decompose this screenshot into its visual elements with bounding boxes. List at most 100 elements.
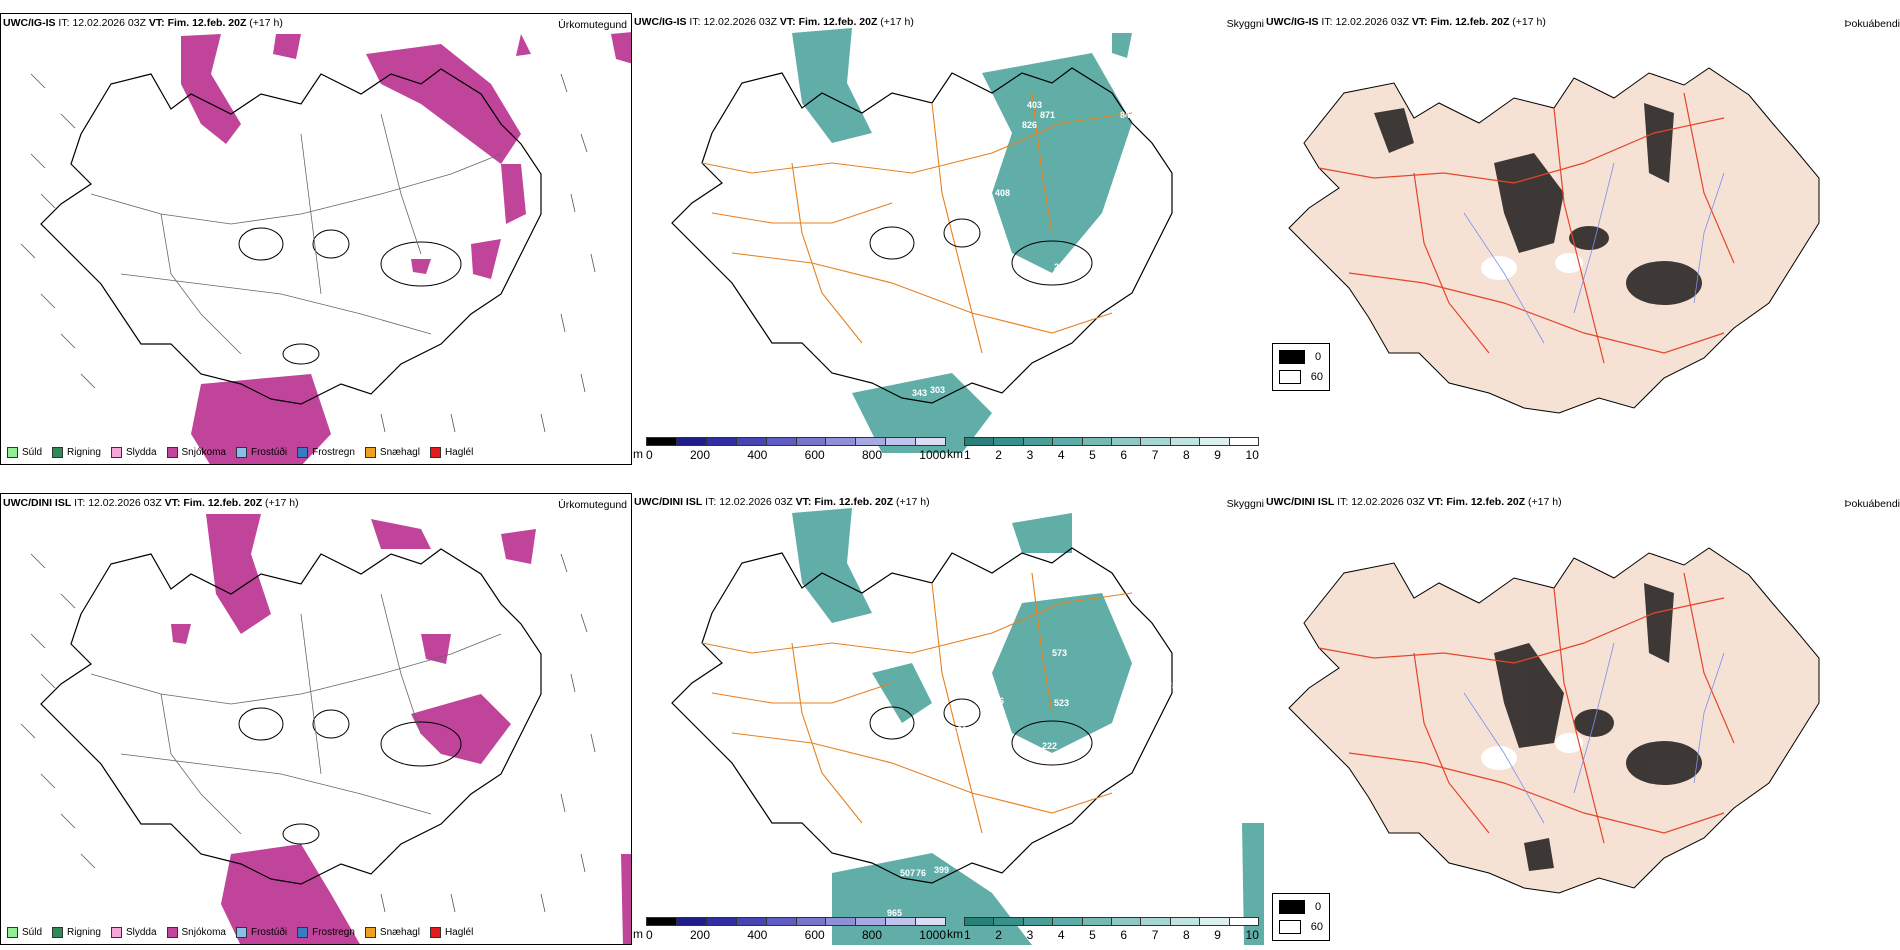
legend-swatch [110, 447, 122, 458]
fog-legend-row: 60 [1279, 920, 1323, 934]
elevation-label: 478 [1162, 681, 1178, 691]
panel-title: Þokuábendi [1844, 498, 1900, 510]
legend-label: Súld [22, 927, 43, 938]
colorbar-cell [1170, 438, 1201, 445]
tick-label: 600 [804, 928, 825, 942]
fog-legend-row: 0 [1279, 350, 1323, 364]
legend-item: Súld [7, 447, 42, 458]
colorbar-cell [766, 438, 797, 445]
elevation-label: 191 [952, 725, 968, 735]
elevation-label: 222 [1042, 741, 1058, 751]
elevation-label: 871 [1040, 110, 1056, 120]
wind-barbs [20, 73, 596, 433]
fog-panel-bottom: UWC/DINI ISL IT: 12.02.2026 03Z VT: Fim.… [1264, 493, 1900, 945]
visibility-colorbar: km 1 2 3 4 5 6 7 8 9 10 [947, 917, 1259, 942]
colorbar-cell [1053, 918, 1083, 925]
fog-index-dark [1494, 583, 1702, 871]
valid-time: Fim. 12.feb. 20Z [1430, 16, 1510, 28]
valid-time: Fim. 12.feb. 20Z [1446, 496, 1526, 508]
visibility-swatches [964, 437, 1259, 446]
panel-header: UWC/DINI ISL IT: 12.02.2026 03Z VT: Fim.… [634, 496, 930, 508]
colorbar-cell [886, 918, 917, 925]
visibility-ticks: 1 2 3 4 5 6 7 8 9 10 [964, 448, 1259, 462]
legend-item: Frostúði [235, 447, 287, 458]
legend-item: Snjókoma [166, 927, 226, 938]
snow-areas [181, 32, 631, 464]
legend-label: Frostregn [312, 927, 355, 938]
panel-title: Þokuábendi [1844, 18, 1900, 30]
colorbar-cell [1112, 918, 1142, 925]
run-time: 12.02.2026 03Z [72, 17, 146, 29]
colorbar-cell [766, 918, 797, 925]
visibility-unit: km [947, 927, 963, 941]
legend-swatch [235, 447, 247, 458]
panel-title: Úrkomutegund [558, 499, 627, 511]
fog-legend: 0 60 [1272, 893, 1330, 941]
run-time: 12.02.2026 03Z [703, 16, 777, 28]
colorbar-cell [994, 918, 1024, 925]
wind-barbs [20, 553, 596, 913]
model-name: UWC/IG-IS [3, 17, 56, 29]
colorbar-cell [1023, 438, 1054, 445]
legend-label: Frostúði [250, 927, 288, 938]
tick-label: 600 [804, 448, 825, 462]
tick-label: 1 [964, 928, 971, 942]
fog-legend-label: 0 [1315, 351, 1322, 363]
colorbar-cell [736, 438, 767, 445]
run-time: 12.02.2026 03Z [88, 497, 162, 509]
elevation-label: 501 [1137, 145, 1153, 155]
visibility-unit: km [947, 447, 963, 461]
tick-label: 800 [861, 928, 882, 942]
legend-item: Slydda [110, 927, 157, 938]
colorbar-cell [1053, 438, 1083, 445]
legend-label: Snæhagl [379, 447, 420, 458]
colorbar-cell [826, 438, 857, 445]
legend-item: Rigning [52, 927, 101, 938]
legend-swatch [364, 447, 376, 458]
fog-legend-row: 0 [1279, 900, 1323, 914]
tick-label: 7 [1151, 448, 1159, 462]
legend-label: Frostregn [312, 447, 355, 458]
low-visibility-areas [792, 28, 1132, 453]
tick-label: 5 [1089, 928, 1096, 942]
fog-legend-label: 0 [1315, 901, 1322, 913]
legend-item: Slydda [110, 447, 157, 458]
model-name: UWC/DINI ISL [634, 496, 703, 508]
tick-label: 6 [1120, 928, 1128, 942]
colorbar-cell [706, 438, 737, 445]
legend-label: Slydda [125, 447, 157, 458]
legend-label: Snæhagl [379, 927, 420, 938]
colorbar-cell [856, 918, 887, 925]
valid-label: VT: [779, 16, 796, 28]
glaciers [869, 698, 1093, 766]
elevation-label: 523 [1054, 698, 1070, 708]
run-label: IT: [689, 16, 701, 28]
legend-label: Rigning [67, 447, 101, 458]
model-name: UWC/DINI ISL [1266, 496, 1335, 508]
colorbar-cell [916, 918, 946, 925]
glaciers [1481, 253, 1583, 280]
precip-type-panel-bottom: UWC/DINI ISL IT: 12.02.2026 03Z VT: Fim.… [0, 493, 632, 945]
colorbar-cell [1141, 438, 1171, 445]
precip-legend: Súld Rigning Slydda Snjókoma Frostúði Fr… [7, 927, 473, 938]
lead-time: (+17 h) [249, 17, 283, 29]
valid-label: VT: [795, 496, 812, 508]
elevation-label: 303 [930, 385, 946, 395]
legend-label: Haglél [444, 447, 474, 458]
tick-label: 4 [1057, 448, 1065, 462]
colorbar-cell [796, 438, 827, 445]
coastline [40, 548, 542, 885]
elevation-label: 96 [994, 696, 1005, 706]
legend-item: Haglél [429, 447, 474, 458]
legend-swatch [52, 927, 64, 938]
model-name: UWC/DINI ISL [3, 497, 72, 509]
colorbar-cell [647, 438, 677, 445]
tick-label: 9 [1214, 448, 1221, 462]
fog-map [1288, 547, 1820, 894]
tick-label: 2 [995, 928, 1002, 942]
fog-map [1288, 67, 1820, 414]
lead-time: (+17 h) [1528, 496, 1562, 508]
rivers [1463, 642, 1725, 824]
elevation-label: 263 [1054, 262, 1070, 272]
colorbar-cell [1229, 918, 1259, 925]
